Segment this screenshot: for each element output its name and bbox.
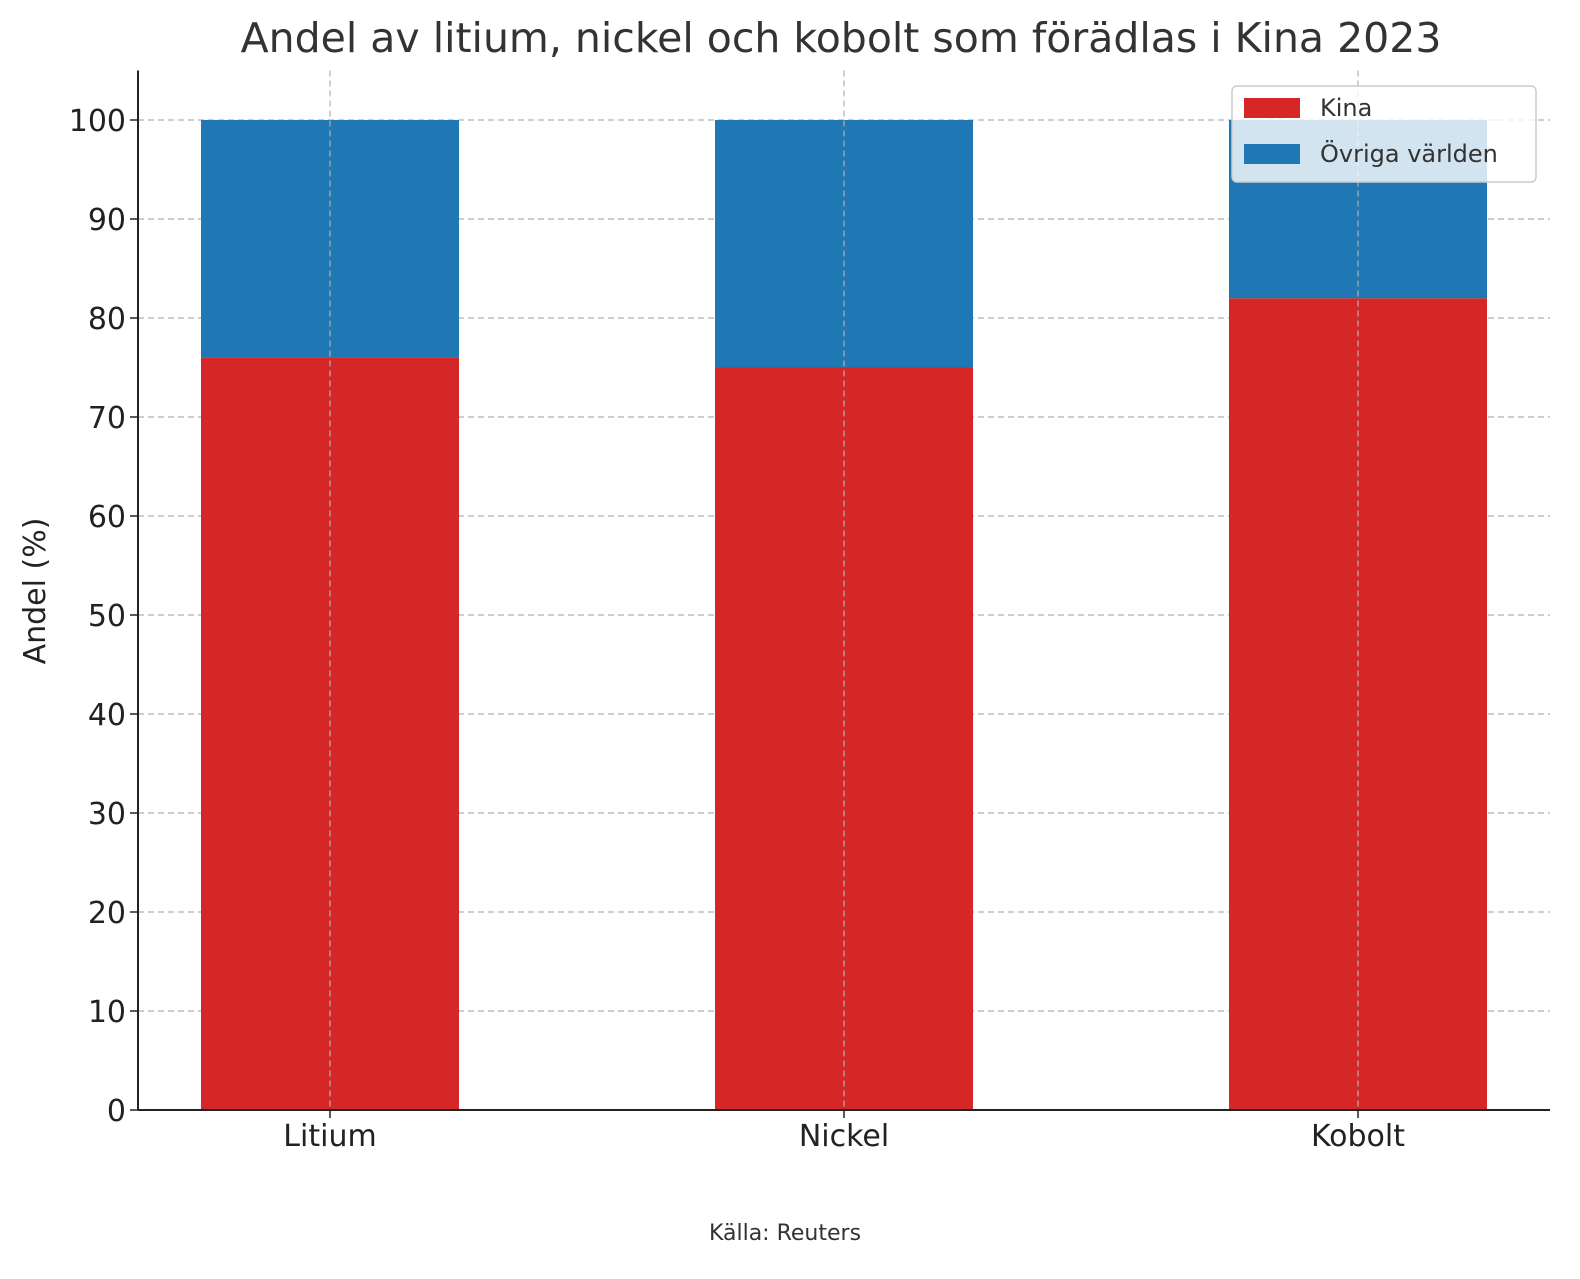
source-note: Källa: Reuters (709, 1221, 861, 1246)
chart-title: Andel av litium, nickel och kobolt som f… (241, 14, 1442, 62)
y-tick-labels: 0 10 20 30 40 50 60 70 80 90 100 (69, 104, 126, 1129)
bars (201, 70, 1487, 1111)
y-tick-label: 10 (88, 995, 126, 1030)
y-tick-label: 50 (88, 599, 126, 634)
legend: Kina Övriga världen (1231, 85, 1537, 183)
y-tick-label: 20 (88, 896, 126, 931)
axes (130, 70, 1550, 1118)
y-tick-label: 70 (88, 401, 126, 436)
y-tick-label: 60 (88, 500, 126, 535)
y-tick-label: 0 (107, 1094, 126, 1129)
bar-övriga-världen-litium (201, 120, 459, 358)
y-tick-label: 40 (88, 698, 126, 733)
y-tick-label: 80 (88, 302, 126, 337)
x-tick-label-nickel: Nickel (799, 1119, 889, 1154)
x-tick-label-kobolt: Kobolt (1311, 1119, 1405, 1154)
legend-swatch (1244, 144, 1300, 164)
y-tick-label: 30 (88, 797, 126, 832)
legend-label: Övriga världen (1320, 139, 1498, 168)
y-axis-label: Andel (%) (18, 518, 53, 665)
legend-box (1231, 85, 1537, 183)
x-tick-label-litium: Litium (283, 1119, 376, 1154)
legend-label: Kina (1320, 94, 1372, 122)
y-tick-label: 100 (69, 104, 126, 139)
bar-kina-nickel (715, 367, 973, 1110)
y-tick-label: 90 (88, 203, 126, 238)
legend-swatch (1244, 98, 1300, 118)
x-tick-labels: Litium Nickel Kobolt (283, 1119, 1405, 1154)
